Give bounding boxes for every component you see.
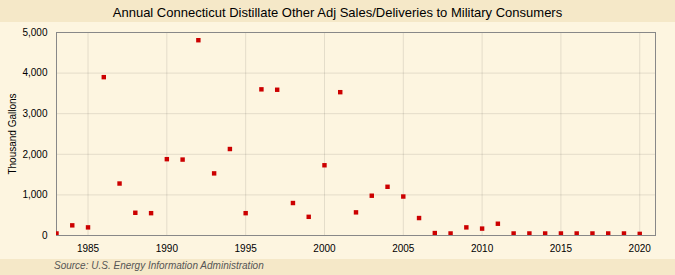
html-text:Annual Connecticut Distillate: Annual Connecticut Distillate Other Adj … (112, 5, 563, 20)
svg-text:2,000: 2,000 (22, 149, 47, 160)
svg-text:5,000: 5,000 (22, 27, 47, 38)
svg-text:1,000: 1,000 (22, 189, 47, 200)
svg-text:2010: 2010 (471, 243, 494, 254)
svg-text:0: 0 (42, 230, 48, 241)
svg-text:Thousand Gallons: Thousand Gallons (7, 93, 18, 174)
svg-text:1990: 1990 (156, 243, 179, 254)
html-text:Source: U.S. Energy Informatio: Source: U.S. Energy Information Administ… (54, 260, 264, 271)
svg-text:3,000: 3,000 (22, 108, 47, 119)
svg-text:2005: 2005 (392, 243, 415, 254)
svg-text:2015: 2015 (550, 243, 573, 254)
svg-text:2020: 2020 (629, 243, 652, 254)
svg-text:1985: 1985 (77, 243, 100, 254)
svg-text:1995: 1995 (235, 243, 258, 254)
svg-text:2000: 2000 (313, 243, 336, 254)
svg-text:4,000: 4,000 (22, 67, 47, 78)
